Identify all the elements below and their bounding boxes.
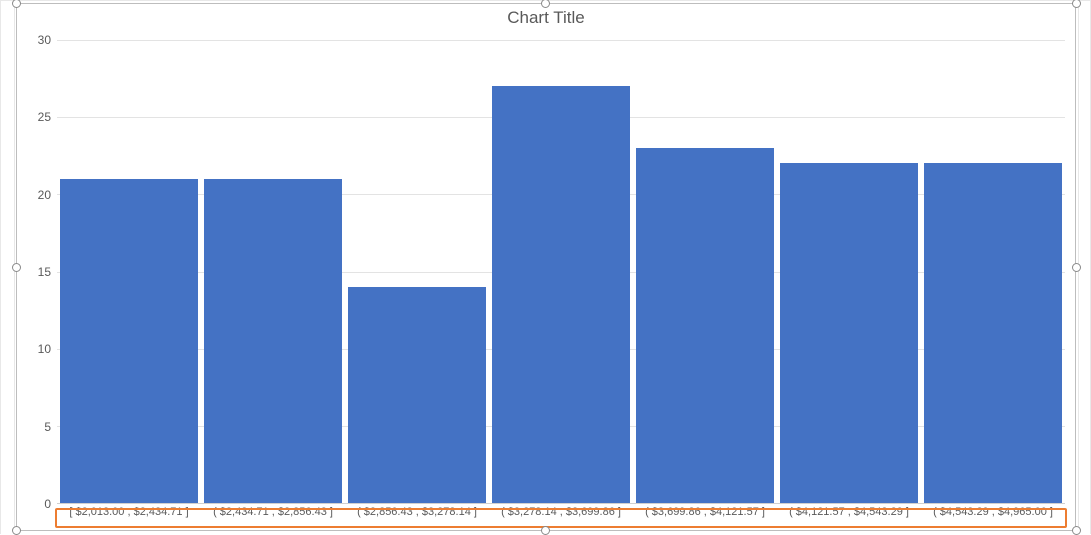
bar-2[interactable] [348, 287, 486, 503]
y-tick-label: 0 [44, 497, 51, 511]
bar-3[interactable] [492, 86, 630, 503]
plot-area: 0 5 10 15 20 25 30 [27, 40, 1065, 504]
chart-object[interactable]: Chart Title 0 5 10 15 20 25 30 [16, 3, 1076, 531]
bar-4[interactable] [636, 148, 774, 503]
bar-5[interactable] [780, 163, 918, 503]
bar-1[interactable] [204, 179, 342, 503]
x-tick-label: ( $3,699.86 , $4,121.57 ] [633, 506, 777, 526]
x-tick-label: ( $2,856.43 , $3,278.14 ] [345, 506, 489, 526]
resize-handle-mid-right[interactable] [1072, 263, 1081, 272]
y-tick-label: 10 [38, 342, 51, 356]
x-tick-label: ( $4,121.57 , $4,543.29 ] [777, 506, 921, 526]
x-tick-label: ( $4,543.29 , $4,965.00 ] [921, 506, 1065, 526]
y-tick-label: 25 [38, 110, 51, 124]
x-tick-label: [ $2,013.00 , $2,434.71 ] [57, 506, 201, 526]
bar-0[interactable] [60, 179, 198, 503]
chart-plot-region[interactable] [57, 40, 1065, 504]
x-tick-label: ( $3,278.14 , $3,699.86 ] [489, 506, 633, 526]
y-axis[interactable]: 0 5 10 15 20 25 30 [27, 40, 55, 504]
bars-container [57, 40, 1065, 503]
x-axis[interactable]: [ $2,013.00 , $2,434.71 ] ( $2,434.71 , … [57, 506, 1065, 526]
bar-6[interactable] [924, 163, 1062, 503]
resize-handle-mid-left[interactable] [12, 263, 21, 272]
x-tick-label: ( $2,434.71 , $2,856.43 ] [201, 506, 345, 526]
y-tick-label: 15 [38, 265, 51, 279]
y-tick-label: 5 [44, 420, 51, 434]
y-tick-label: 20 [38, 188, 51, 202]
y-tick-label: 30 [38, 33, 51, 47]
chart-title[interactable]: Chart Title [17, 8, 1075, 28]
